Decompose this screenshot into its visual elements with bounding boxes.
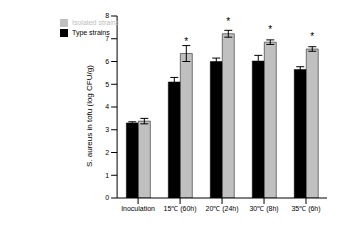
svg-text:15℃ (60h): 15℃ (60h) [164, 205, 197, 213]
svg-text:2: 2 [105, 149, 109, 156]
svg-text:1: 1 [105, 172, 109, 179]
html-text:Isolated strains: Isolated strains [72, 19, 120, 26]
svg-text:20℃ (24h): 20℃ (24h) [206, 205, 239, 213]
svg-text:*: * [268, 24, 272, 35]
svg-text:*: * [226, 16, 230, 27]
svg-text:3: 3 [105, 126, 109, 133]
svg-text:Inoculation: Inoculation [121, 205, 155, 212]
svg-text:4: 4 [105, 103, 109, 110]
svg-text:30℃ (8h): 30℃ (8h) [249, 205, 278, 213]
svg-text:0: 0 [105, 194, 109, 201]
svg-text:S. aureus in tofu (log CFU/g): S. aureus in tofu (log CFU/g) [85, 65, 94, 167]
svg-text:*: * [184, 36, 188, 47]
html-text:Type strains: Type strains [72, 29, 110, 36]
svg-text:8: 8 [105, 12, 109, 19]
svg-text:7: 7 [105, 35, 109, 42]
svg-text:*: * [310, 31, 314, 42]
svg-text:35℃ (6h): 35℃ (6h) [291, 205, 320, 213]
svg-text:6: 6 [105, 58, 109, 65]
svg-text:5: 5 [105, 81, 109, 88]
